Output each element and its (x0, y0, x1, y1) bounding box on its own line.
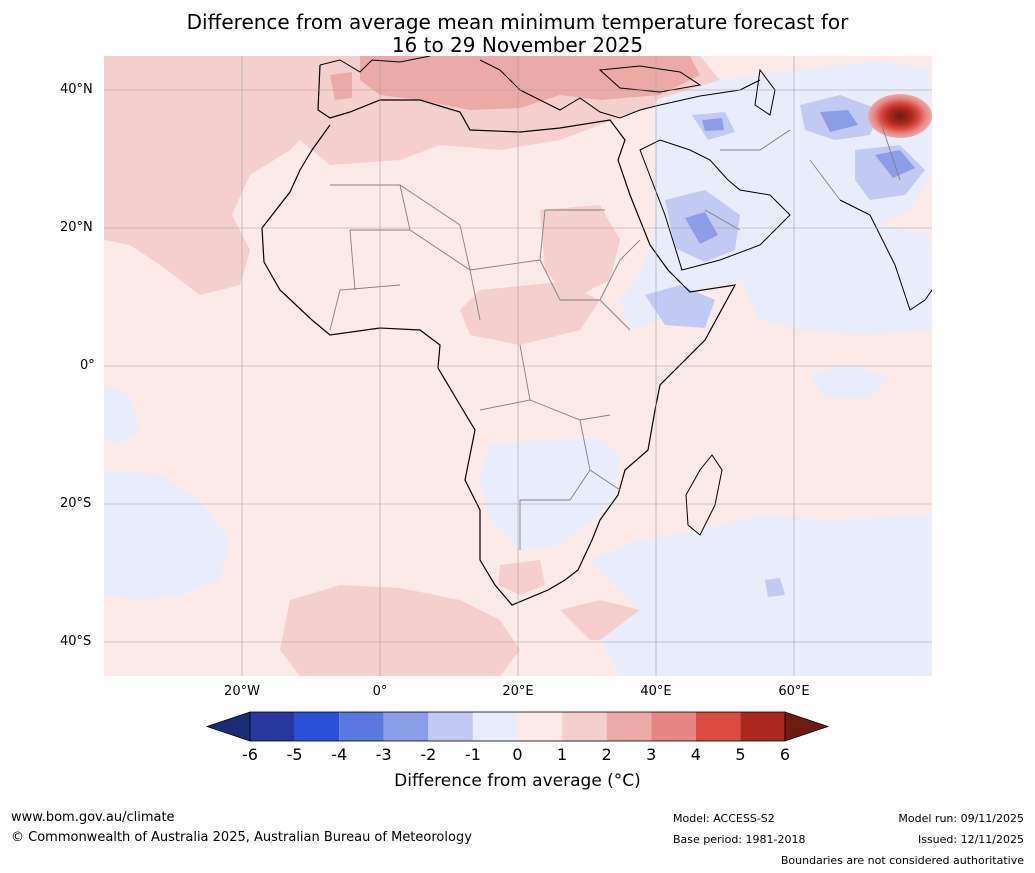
footer-issued: Issued: 12/11/2025 (917, 833, 1024, 846)
graticule (104, 56, 932, 676)
anomaly-cool-south-atlantic-west (104, 470, 230, 600)
colorbar-segment (517, 712, 563, 741)
footer-model: Model: ACCESS-S2 (673, 812, 775, 825)
colorbar-segment (472, 712, 518, 741)
lon-label: 40°E (640, 684, 672, 699)
anomaly-cool-strong-iran (820, 110, 858, 132)
anomaly-cool-west-atlantic (104, 385, 140, 445)
colorbar-segment (428, 712, 473, 741)
anomaly-warm-central-africa (460, 282, 600, 345)
colorbar-tick-label: -4 (331, 745, 348, 764)
coastline-arabia (639, 139, 791, 271)
colorbar-tick-label: -2 (420, 745, 437, 764)
colorbar-tick-label: 6 (779, 745, 791, 764)
footer-copyright: © Commonwealth of Australia 2025, Austra… (11, 830, 472, 845)
colorbar-tick-label: 0 (512, 745, 523, 764)
coastline-africa (261, 64, 737, 606)
anomaly-warm-strong-mediterranean (360, 56, 700, 110)
anomaly-warm-sahara (540, 205, 620, 300)
coastline-caspian (754, 68, 776, 116)
colorbar-tick-label: 1 (556, 745, 568, 764)
anomaly-cool-east-africa-ocean (810, 365, 890, 398)
colorbar-tick-label: 4 (690, 745, 701, 764)
colorbar-label: Difference from average (°C) (394, 771, 641, 791)
colorbar-extend-high (784, 711, 830, 742)
anomaly-cool-strong-syria (702, 118, 724, 131)
lat-label: 0° (80, 358, 95, 373)
lon-label: 20°E (502, 684, 534, 699)
colorbar-segment (294, 712, 340, 741)
anomaly-hotspot-himalaya (868, 94, 932, 138)
anomaly-cool-south-indian-ocean (590, 515, 932, 676)
country-borders (329, 119, 901, 550)
anomaly-cool-small-patch (765, 578, 785, 597)
colorbar-tick-label: -6 (242, 745, 258, 764)
colorbar-segment (250, 712, 295, 741)
footer-model-run: Model run: 09/11/2025 (898, 812, 1024, 825)
anomaly-cool-southern-africa (480, 438, 620, 550)
colorbar (205, 711, 830, 742)
lat-label: 40°S (60, 634, 92, 649)
chart-title-line-2: 16 to 29 November 2025 (391, 33, 644, 57)
footer-url[interactable]: www.bom.gov.au/climate (11, 810, 175, 825)
colorbar-outline (249, 711, 786, 742)
anomaly-warm-strong-iberia (330, 72, 352, 100)
anomaly-warm-south-africa (498, 560, 545, 595)
coastline-black-sea (598, 65, 702, 93)
colorbar-segment (339, 712, 384, 741)
coastline-madagascar (685, 454, 723, 536)
colorbar-segment (562, 712, 607, 741)
colorbar-segment (651, 712, 696, 741)
lon-label: 60°E (778, 684, 810, 699)
coastline-india (839, 199, 932, 311)
map-area (104, 56, 932, 676)
footer-disclaimer: Boundaries are not considered authoritat… (780, 854, 1024, 867)
lat-label: 20°S (60, 496, 92, 511)
colorbar-extend-low (205, 711, 251, 742)
anomaly-warm-north-atlantic (104, 56, 330, 295)
colorbar-tick-label: -3 (375, 745, 392, 764)
colorbar-segment (383, 712, 429, 741)
colorbar-segment (695, 712, 741, 741)
colorbar-segment (740, 712, 785, 741)
anomaly-warm-south-atlantic (280, 585, 520, 676)
anomaly-cool-horn (645, 285, 715, 328)
lat-label: 20°N (60, 220, 93, 235)
chart-title-line-1: Difference from average mean minimum tem… (186, 10, 849, 34)
lon-label: 0° (372, 684, 388, 699)
colorbar-tick-label: -1 (464, 745, 481, 764)
colorbar-tick-label: 3 (646, 745, 657, 764)
lon-label: 20°W (224, 684, 260, 699)
colorbar-segment (606, 712, 652, 741)
lat-label: 40°N (60, 82, 93, 97)
colorbar-tick-label: -5 (286, 745, 303, 764)
colorbar-tick-label: 2 (601, 745, 612, 764)
footer-base-period: Base period: 1981-2018 (673, 833, 806, 846)
colorbar-tick-label: 5 (735, 745, 746, 764)
